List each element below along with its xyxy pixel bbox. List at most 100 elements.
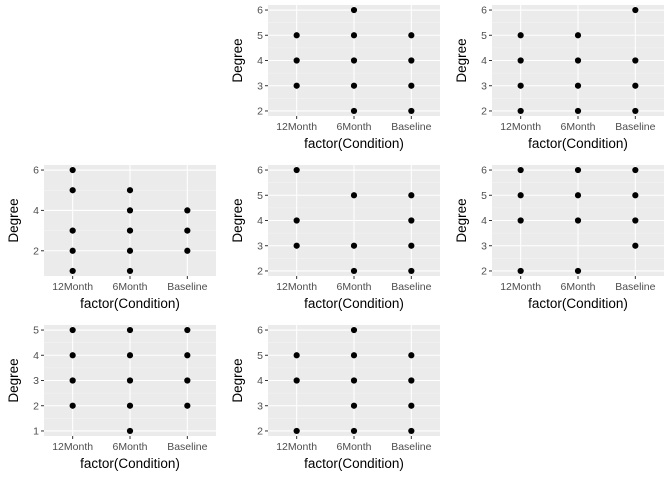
x-tick-label: 12Month bbox=[52, 281, 93, 293]
x-tick-label: 6Month bbox=[112, 281, 147, 293]
y-tick-label: 4 bbox=[481, 215, 487, 227]
y-tick-label: 4 bbox=[257, 55, 263, 67]
data-point bbox=[350, 427, 358, 435]
data-point bbox=[632, 57, 639, 64]
y-tick-label: 2 bbox=[257, 266, 263, 278]
data-point bbox=[293, 57, 300, 64]
data-point bbox=[184, 377, 191, 384]
y-tick-label: 4 bbox=[257, 375, 263, 387]
data-point bbox=[350, 352, 358, 359]
y-tick-label: 5 bbox=[257, 350, 263, 362]
y-tick-label: 3 bbox=[257, 80, 263, 92]
data-point bbox=[408, 82, 415, 89]
data-point bbox=[517, 192, 524, 199]
data-point bbox=[408, 32, 415, 39]
data-point bbox=[184, 402, 191, 409]
data-point bbox=[69, 247, 76, 254]
data-point bbox=[293, 166, 300, 174]
x-tick-label: 12Month bbox=[500, 121, 541, 133]
data-point bbox=[517, 267, 524, 275]
x-tick-label: 12Month bbox=[276, 281, 317, 293]
y-tick-label: 5 bbox=[481, 190, 487, 202]
y-tick-label: 5 bbox=[257, 190, 263, 202]
y-axis-title: Degree bbox=[230, 358, 245, 402]
data-point bbox=[350, 326, 358, 334]
data-point bbox=[126, 187, 134, 194]
y-tick-label: 2 bbox=[481, 106, 487, 118]
x-tick-label: 6Month bbox=[560, 121, 595, 133]
y-tick-label: 4 bbox=[257, 215, 263, 227]
y-tick-label: 6 bbox=[257, 325, 263, 337]
y-tick-label: 6 bbox=[257, 5, 263, 17]
data-point bbox=[69, 377, 76, 384]
x-tick-label: Baseline bbox=[615, 121, 655, 133]
data-point bbox=[126, 227, 134, 234]
data-point bbox=[126, 207, 134, 214]
data-point bbox=[69, 402, 76, 409]
data-point bbox=[574, 217, 582, 224]
data-point bbox=[293, 352, 300, 359]
y-tick-label: 5 bbox=[33, 325, 39, 337]
data-point bbox=[293, 32, 300, 39]
data-point bbox=[350, 6, 358, 14]
data-point bbox=[517, 217, 524, 224]
x-axis-title: factor(Condition) bbox=[80, 456, 180, 471]
data-point bbox=[350, 377, 358, 384]
y-tick-label: 4 bbox=[481, 55, 487, 67]
data-point bbox=[632, 217, 639, 224]
y-tick-label: 2 bbox=[33, 245, 39, 257]
y-tick-label: 3 bbox=[33, 375, 39, 387]
x-tick-label: 6Month bbox=[560, 281, 595, 293]
data-point bbox=[293, 242, 300, 249]
y-tick-label: 2 bbox=[481, 266, 487, 278]
data-point bbox=[293, 427, 300, 435]
data-point bbox=[632, 242, 639, 249]
data-point bbox=[350, 32, 358, 39]
y-tick-label: 6 bbox=[257, 165, 263, 177]
data-point bbox=[574, 166, 582, 174]
x-axis-title: factor(Condition) bbox=[304, 136, 404, 151]
data-point bbox=[350, 57, 358, 64]
y-axis-title: Degree bbox=[454, 198, 469, 242]
data-point bbox=[632, 107, 639, 115]
y-tick-label: 2 bbox=[257, 426, 263, 438]
x-tick-label: 12Month bbox=[500, 281, 541, 293]
data-point bbox=[69, 227, 76, 234]
data-point bbox=[184, 247, 191, 254]
y-tick-label: 6 bbox=[481, 165, 487, 177]
data-point bbox=[408, 377, 415, 384]
y-axis-title: Degree bbox=[230, 198, 245, 242]
data-point bbox=[126, 352, 134, 359]
data-point bbox=[350, 82, 358, 89]
y-axis-title: Degree bbox=[230, 38, 245, 82]
data-point bbox=[408, 427, 415, 435]
data-point bbox=[184, 352, 191, 359]
data-point bbox=[126, 326, 134, 334]
data-point bbox=[408, 267, 415, 275]
x-tick-label: 12Month bbox=[52, 441, 93, 453]
y-tick-label: 4 bbox=[33, 350, 39, 362]
data-point bbox=[574, 267, 582, 275]
data-point bbox=[632, 82, 639, 89]
data-point bbox=[293, 217, 300, 224]
x-tick-label: Baseline bbox=[615, 281, 655, 293]
data-point bbox=[126, 267, 134, 275]
x-tick-label: Baseline bbox=[391, 121, 431, 133]
data-point bbox=[350, 192, 358, 199]
y-tick-label: 2 bbox=[33, 400, 39, 412]
data-point bbox=[632, 166, 639, 174]
data-point bbox=[350, 267, 358, 275]
chart-panel-5: 2 3 4 5 6 12Month 6Month Baseline factor(Conditi… bbox=[454, 165, 664, 311]
y-tick-label: 2 bbox=[257, 106, 263, 118]
data-point bbox=[517, 57, 524, 64]
x-axis-title: factor(Condition) bbox=[80, 296, 180, 311]
data-point bbox=[69, 166, 76, 174]
chart-panel-1: 2 3 4 5 6 12Month 6Month Baseline factor(Conditi… bbox=[230, 5, 440, 151]
y-tick-label: 3 bbox=[481, 240, 487, 252]
data-point bbox=[574, 57, 582, 64]
y-tick-label: 3 bbox=[481, 80, 487, 92]
data-point bbox=[350, 402, 358, 409]
x-axis-title: factor(Condition) bbox=[528, 296, 628, 311]
x-axis-title: factor(Condition) bbox=[304, 296, 404, 311]
